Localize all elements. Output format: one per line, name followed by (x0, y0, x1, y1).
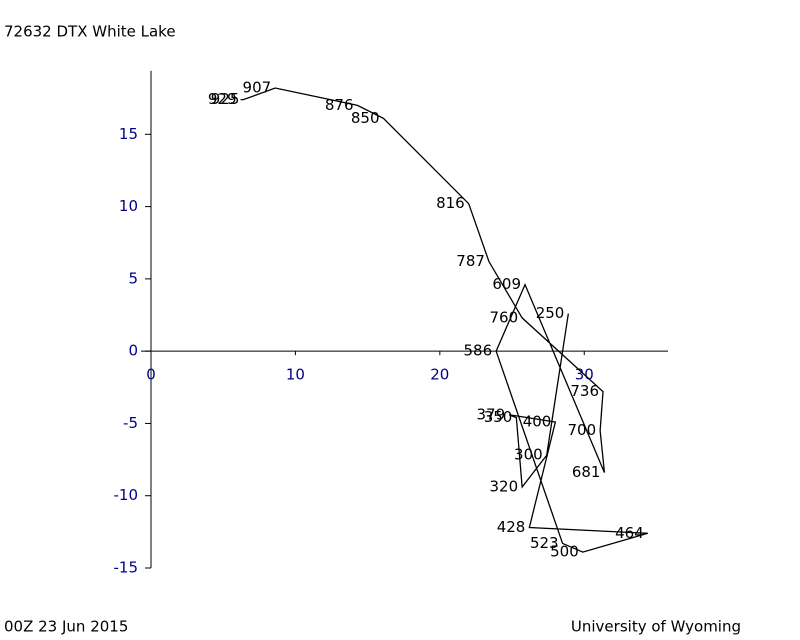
chart-title: 72632 DTX White Lake (4, 23, 176, 41)
x-tick-label: 0 (146, 366, 156, 384)
footer-left: 00Z 23 Jun 2015 (4, 618, 128, 636)
y-tick-label: -5 (123, 414, 138, 432)
level-label: 929 (208, 90, 237, 108)
level-label: 464 (615, 524, 644, 542)
level-label: 907 (243, 79, 272, 97)
level-label: 700 (567, 421, 596, 439)
level-label: 816 (436, 194, 465, 212)
level-label: 736 (570, 382, 599, 400)
level-label: 925 (211, 90, 240, 108)
level-label: 300 (514, 446, 543, 464)
x-tick-label: 10 (286, 366, 305, 384)
level-label: 350 (484, 408, 513, 426)
y-tick-label: -10 (114, 486, 139, 504)
level-label: 400 (523, 412, 552, 430)
level-label: 586 (464, 342, 493, 360)
level-label: 523 (530, 534, 559, 552)
level-label: 850 (351, 109, 380, 127)
level-label: 787 (456, 252, 485, 270)
level-label: 379 (477, 405, 506, 423)
level-label: 681 (572, 463, 601, 481)
level-label: 609 (492, 275, 521, 293)
y-tick-label: 5 (128, 269, 138, 287)
level-label: 428 (497, 518, 526, 536)
footer-right: University of Wyoming (571, 618, 741, 636)
level-label: 320 (490, 478, 519, 496)
level-label: 500 (550, 543, 579, 561)
y-tick-label: 0 (128, 342, 138, 360)
y-tick-label: 10 (119, 197, 138, 215)
y-tick-label: -15 (114, 559, 139, 577)
hodograph-line (240, 87, 648, 553)
y-tick-label: 15 (119, 125, 138, 143)
x-tick-label: 20 (430, 366, 449, 384)
level-label: 250 (536, 304, 565, 322)
level-label: 760 (490, 308, 519, 326)
level-label: 876 (325, 96, 354, 114)
